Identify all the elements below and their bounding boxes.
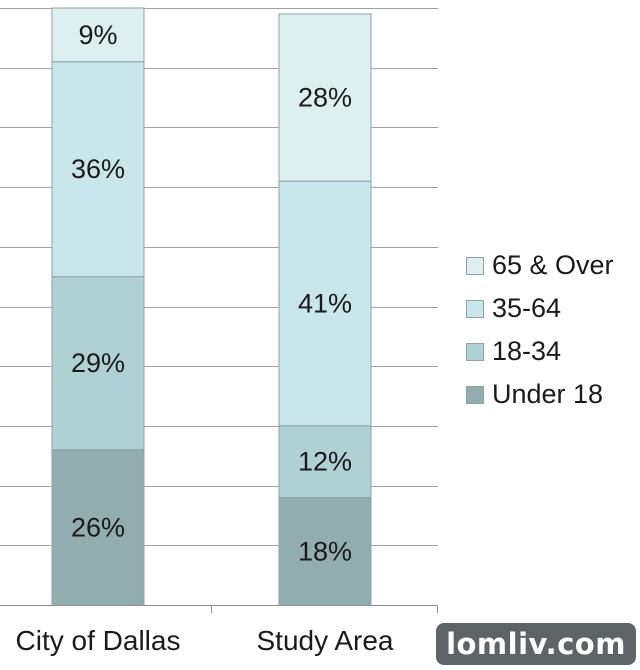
data-label: 18%	[298, 536, 352, 566]
bar-segment	[51, 7, 145, 63]
bar-segment	[278, 180, 372, 427]
category-labels: City of Dallas Study Area	[16, 625, 394, 656]
category-label: Study Area	[257, 625, 394, 656]
legend-item: 35-64	[466, 287, 614, 330]
bars	[51, 7, 372, 606]
data-labels: 26% 29% 36% 9% 18% 12% 41% 28%	[71, 20, 352, 566]
x-axis	[0, 605, 438, 613]
data-label: 29%	[71, 348, 125, 378]
legend-item: 18-34	[466, 330, 614, 373]
bar-segment	[51, 276, 145, 451]
bar-segment	[278, 13, 372, 182]
legend-label: Under 18	[492, 379, 604, 409]
legend-swatch	[466, 385, 484, 404]
data-label: 9%	[78, 20, 117, 50]
legend-label: 18-34	[492, 336, 562, 366]
legend-label: 35-64	[492, 293, 562, 323]
legend-swatch	[466, 299, 484, 318]
category-label: City of Dallas	[16, 625, 181, 656]
data-label: 28%	[298, 83, 352, 113]
bar-segment	[278, 425, 372, 499]
legend-item: Under 18	[466, 373, 614, 416]
bar-segment	[51, 449, 145, 606]
data-label: 41%	[298, 289, 352, 319]
data-label: 36%	[71, 154, 125, 184]
legend-label: 65 & Over	[492, 250, 614, 280]
legend-swatch	[466, 342, 484, 361]
legend-swatch	[466, 256, 484, 275]
bar-segment	[278, 497, 372, 606]
data-label: 12%	[298, 447, 352, 477]
legend: 65 & Over 35-64 18-34 Under 18	[466, 244, 614, 416]
bar-segment	[51, 61, 145, 278]
watermark: lomliv.com	[436, 623, 636, 665]
data-label: 26%	[71, 512, 125, 542]
legend-item: 65 & Over	[466, 244, 614, 287]
